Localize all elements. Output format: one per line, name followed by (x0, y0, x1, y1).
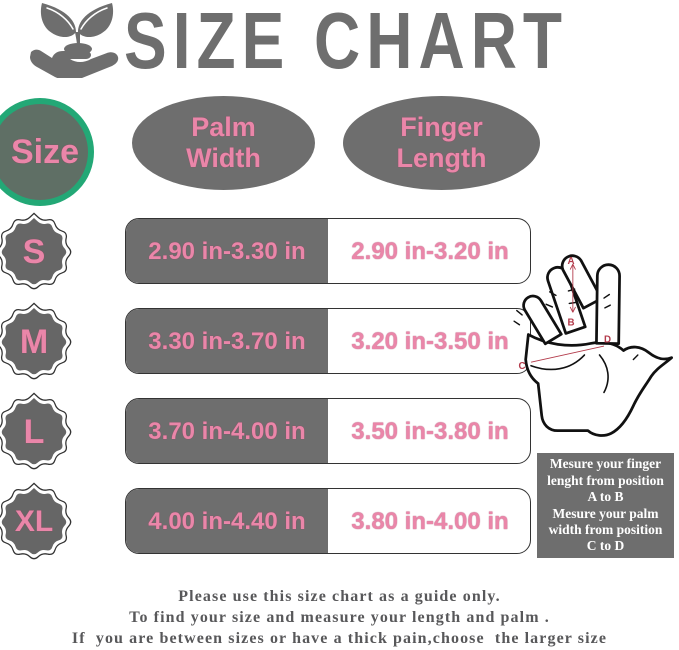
svg-text:A: A (568, 256, 575, 267)
svg-text:D: D (604, 335, 611, 346)
svg-text:C: C (519, 361, 526, 372)
svg-text:B: B (568, 318, 575, 329)
